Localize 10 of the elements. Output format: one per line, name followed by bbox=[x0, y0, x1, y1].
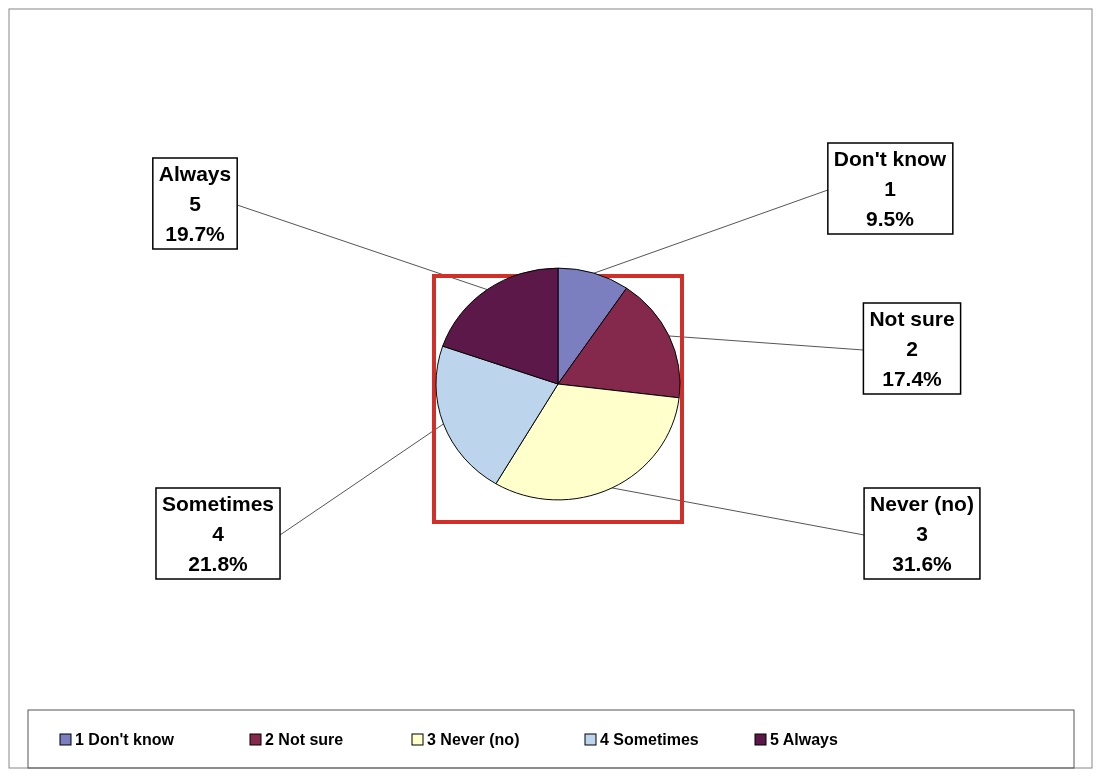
data-label: Sometimes 4 21.8% bbox=[161, 492, 275, 575]
data-label: Don't know 1 9.5% bbox=[833, 147, 947, 230]
legend-label: 2 Not sure bbox=[265, 731, 344, 748]
legend-label: 1 Don't know bbox=[75, 731, 175, 748]
data-label: Always 5 19.7% bbox=[158, 162, 232, 245]
legend-label: 3 Never (no) bbox=[427, 731, 520, 748]
legend-label: 4 Sometimes bbox=[600, 731, 699, 748]
legend-label: 5 Always bbox=[770, 731, 838, 748]
data-label: Never (no) 3 31.6% bbox=[870, 492, 974, 575]
data-label: Not sure 2 17.4% bbox=[869, 307, 955, 390]
